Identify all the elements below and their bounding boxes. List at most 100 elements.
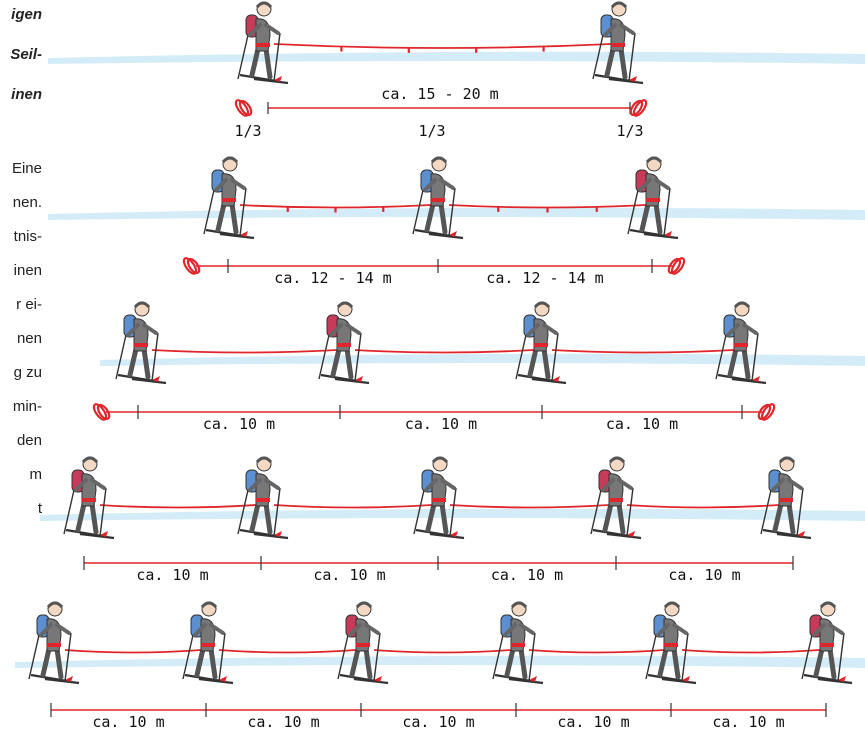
skier-figure — [592, 1, 644, 85]
distance-label: ca. 15 - 20 m — [381, 85, 498, 103]
arms — [214, 178, 246, 192]
skier-figure — [801, 601, 853, 685]
skier-figure — [492, 601, 544, 685]
rope-segment — [273, 504, 433, 509]
skier-figure — [63, 456, 115, 540]
ski-pole — [528, 632, 536, 682]
rope-segment — [218, 649, 357, 654]
rope-coil — [182, 257, 201, 275]
harness — [511, 643, 525, 647]
body-fragment: r ei- — [16, 296, 42, 313]
distance-label: ca. 10 m — [203, 415, 275, 433]
ski-pole — [715, 334, 727, 380]
harness — [82, 498, 96, 502]
ski — [429, 532, 465, 540]
ski — [606, 532, 642, 540]
legs — [504, 646, 528, 680]
ski-pole — [182, 634, 194, 680]
body-fragment: t — [37, 500, 42, 517]
ski-pole — [760, 489, 772, 535]
skier-figure — [412, 156, 464, 240]
body-fragment: m — [29, 466, 43, 483]
skier-figure — [760, 456, 812, 540]
ski-pole — [273, 32, 281, 82]
ski-pole — [837, 632, 845, 682]
arms — [329, 323, 361, 337]
skier-figure — [237, 456, 289, 540]
skier-figure — [318, 301, 370, 385]
skier-figure — [237, 1, 289, 85]
ski-pole — [354, 332, 362, 382]
legs — [194, 646, 218, 680]
arms — [424, 478, 456, 492]
arms — [348, 623, 380, 637]
ski-pole — [151, 332, 159, 382]
arms — [812, 623, 844, 637]
body-fragment: inen — [13, 262, 42, 279]
ski-pole — [515, 334, 527, 380]
rope-segment — [449, 504, 610, 509]
ski — [731, 377, 767, 385]
legs — [249, 46, 273, 80]
ski-tip — [450, 531, 458, 537]
legs — [75, 501, 99, 535]
legs — [330, 346, 354, 380]
rope-segment — [681, 649, 821, 654]
distance-label: ca. 10 m — [557, 713, 629, 731]
legs — [249, 501, 273, 535]
ski-tip — [449, 231, 457, 237]
rope-segment — [151, 349, 338, 354]
ski-pole — [628, 32, 636, 82]
ski — [661, 677, 697, 685]
rope-segment — [239, 204, 432, 209]
ski-pole — [449, 487, 457, 537]
legs — [639, 201, 663, 235]
distance-label: ca. 10 m — [491, 566, 563, 584]
coil-loop — [96, 403, 111, 420]
ski-tip — [100, 531, 108, 537]
distance-label: 1/3 — [616, 122, 643, 140]
harness — [534, 343, 548, 347]
ski — [353, 677, 389, 685]
ski — [334, 377, 370, 385]
rope-segment — [354, 349, 535, 354]
cap — [255, 456, 273, 464]
harness — [664, 643, 678, 647]
rope-segment — [273, 43, 612, 49]
ski-pole — [203, 189, 215, 235]
ski-pole — [373, 632, 381, 682]
legs — [424, 201, 448, 235]
harness — [222, 198, 236, 202]
snow-band — [100, 353, 865, 366]
ski-tip — [552, 376, 560, 382]
ski-pole — [63, 489, 75, 535]
arms — [771, 478, 803, 492]
heading-fragment: igen — [11, 6, 42, 23]
ski-tip — [529, 676, 537, 682]
snow-band — [48, 51, 865, 64]
rope-team-row-3: ca. 10 m ca. 10 m ca. 10 m — [92, 301, 865, 433]
arms — [193, 623, 225, 637]
ski-tip — [65, 676, 73, 682]
ski-pole — [663, 187, 671, 237]
legs — [727, 346, 751, 380]
rope-team-row-4: ca. 10 m ca. 10 m ca. 10 m ca. 10 m — [40, 456, 865, 584]
legs — [349, 646, 373, 680]
ski — [608, 77, 644, 85]
arms — [656, 623, 688, 637]
skier-figure — [590, 456, 642, 540]
cap — [778, 456, 796, 464]
skier-figure — [203, 156, 255, 240]
legs — [813, 646, 837, 680]
skier-figure — [715, 301, 767, 385]
rope-segment — [373, 649, 512, 654]
ski-tip — [219, 676, 227, 682]
ski-pole — [492, 634, 504, 680]
left-column-text: igen Seil- inen Eine nen. tnis- inen r e… — [0, 0, 44, 734]
distance-label: ca. 12 - 14 m — [486, 269, 603, 287]
cap — [255, 1, 273, 9]
heading-fragment: inen — [11, 86, 42, 103]
distance-label: ca. 10 m — [402, 713, 474, 731]
ski-pole — [448, 187, 456, 237]
cap — [610, 1, 628, 9]
